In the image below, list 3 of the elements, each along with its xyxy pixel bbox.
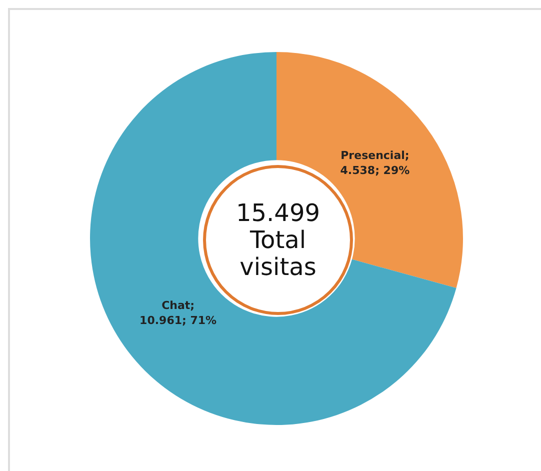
slice-label: Presencial; 4.538; 29% — [340, 148, 410, 177]
slice-label: Chat; 10.961; 71% — [140, 298, 217, 327]
text: 15.499 Total visitas — [236, 198, 320, 280]
